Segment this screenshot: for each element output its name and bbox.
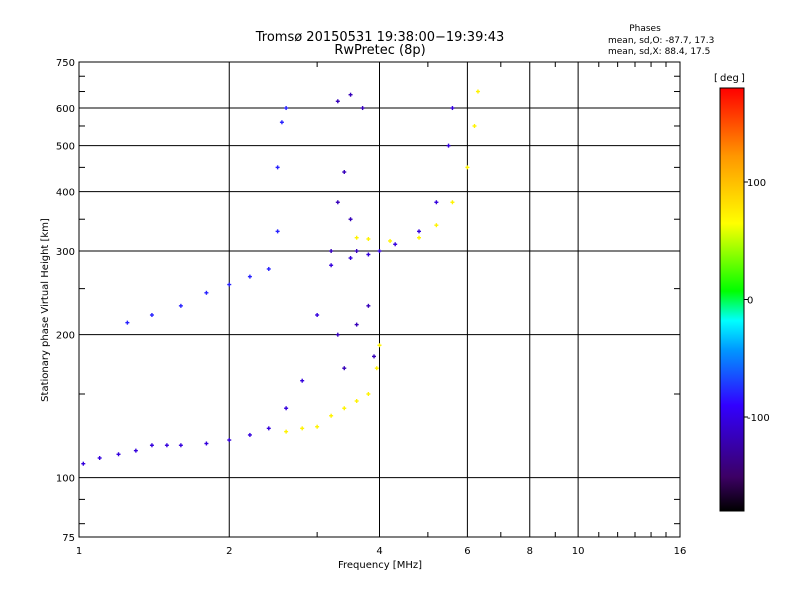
colorbar-tick-label: 100 [747,178,766,189]
colorbar [720,88,744,511]
data-point [266,426,271,431]
data-point [434,200,439,205]
data-point [450,200,455,205]
data-point [465,165,470,170]
data-point [366,252,371,257]
x-tick-label: 2 [226,546,232,557]
data-point [97,455,102,460]
data-point [446,143,451,148]
data-point [366,392,371,397]
data-point [116,452,121,457]
data-point [284,429,289,434]
y-tick-label: 300 [56,247,75,258]
data-point [81,461,86,466]
data-point [366,303,371,308]
y-tick-label: 600 [56,104,75,115]
data-point [227,438,232,443]
data-point [284,106,289,111]
data-point [342,366,347,371]
data-point [417,229,422,234]
data-point [393,242,398,247]
data-point [284,406,289,411]
data-point [342,406,347,411]
data-point [300,378,305,383]
y-axis-label: Stationary phase Virtual Height [km] [40,218,51,402]
phase-header: Phases [629,24,661,34]
data-point [472,123,477,128]
data-point [178,303,183,308]
data-point [247,432,252,437]
data-point [366,237,371,242]
phase-stats-x: mean, sd,X: 88.4, 17.5 [608,47,710,57]
x-axis-label: Frequency [MHz] [338,560,422,571]
data-point [329,413,334,418]
chart-title: Tromsø 20150531 19:38:00−19:39:43 [255,30,505,45]
data-point [335,332,340,337]
colorbar-tick-label: -100 [747,413,770,424]
data-point [475,89,480,94]
chart-subtitle: RwPretec (8p) [334,43,425,58]
data-point [204,290,209,295]
x-tick-label: 6 [464,546,470,557]
y-tick-label: 75 [62,533,75,544]
data-point [335,200,340,205]
data-point [348,256,353,261]
data-point [178,443,183,448]
data-point [354,399,359,404]
data-point [275,165,280,170]
phase-stats-o: mean, sd,O: -87.7, 17.3 [608,36,714,46]
data-point [388,238,393,243]
y-tick-label: 500 [56,142,75,153]
data-point [354,322,359,327]
plot-area: 1 2 4 6 8 10 16 75 100 200 300 400 500 600 750 [56,58,686,557]
y-tick-label: 750 [56,58,75,69]
x-tick-label: 4 [376,546,382,557]
colorbar-close-bracket: ] [741,73,745,84]
data-point [360,106,365,111]
data-point [149,443,154,448]
y-tick-label: 100 [56,474,75,485]
data-point [374,366,379,371]
data-point [335,99,340,104]
data-point [329,249,334,254]
data-point [354,249,359,254]
data-point [434,223,439,228]
colorbar-tick-label: 0 [747,296,753,307]
data-point [377,249,382,254]
data-point [315,424,320,429]
data-point [342,170,347,175]
x-tick-label: 8 [527,546,533,557]
x-tick-label: 1 [76,546,82,557]
data-point [247,274,252,279]
data-point [417,235,422,240]
data-point [354,235,359,240]
data-point [149,313,154,318]
data-point [133,448,138,453]
data-point [348,92,353,97]
colorbar-open-bracket: [ [714,73,718,84]
x-tick-label: 16 [674,546,687,557]
data-point [348,217,353,222]
data-point [227,282,232,287]
data-point [164,443,169,448]
data-point [125,320,130,325]
data-point [204,441,209,446]
colorbar-unit: deg [720,73,739,84]
data-point [300,426,305,431]
data-point [372,354,377,359]
data-point [315,313,320,318]
data-point [279,120,284,125]
data-point [275,229,280,234]
y-tick-label: 200 [56,331,75,342]
data-point [377,343,382,348]
y-tick-label: 400 [56,188,75,199]
data-point [450,106,455,111]
colorbar-axis: 100 0 -100 [719,87,770,512]
x-tick-label: 10 [572,546,585,557]
data-point [329,263,334,268]
data-point [266,266,271,271]
